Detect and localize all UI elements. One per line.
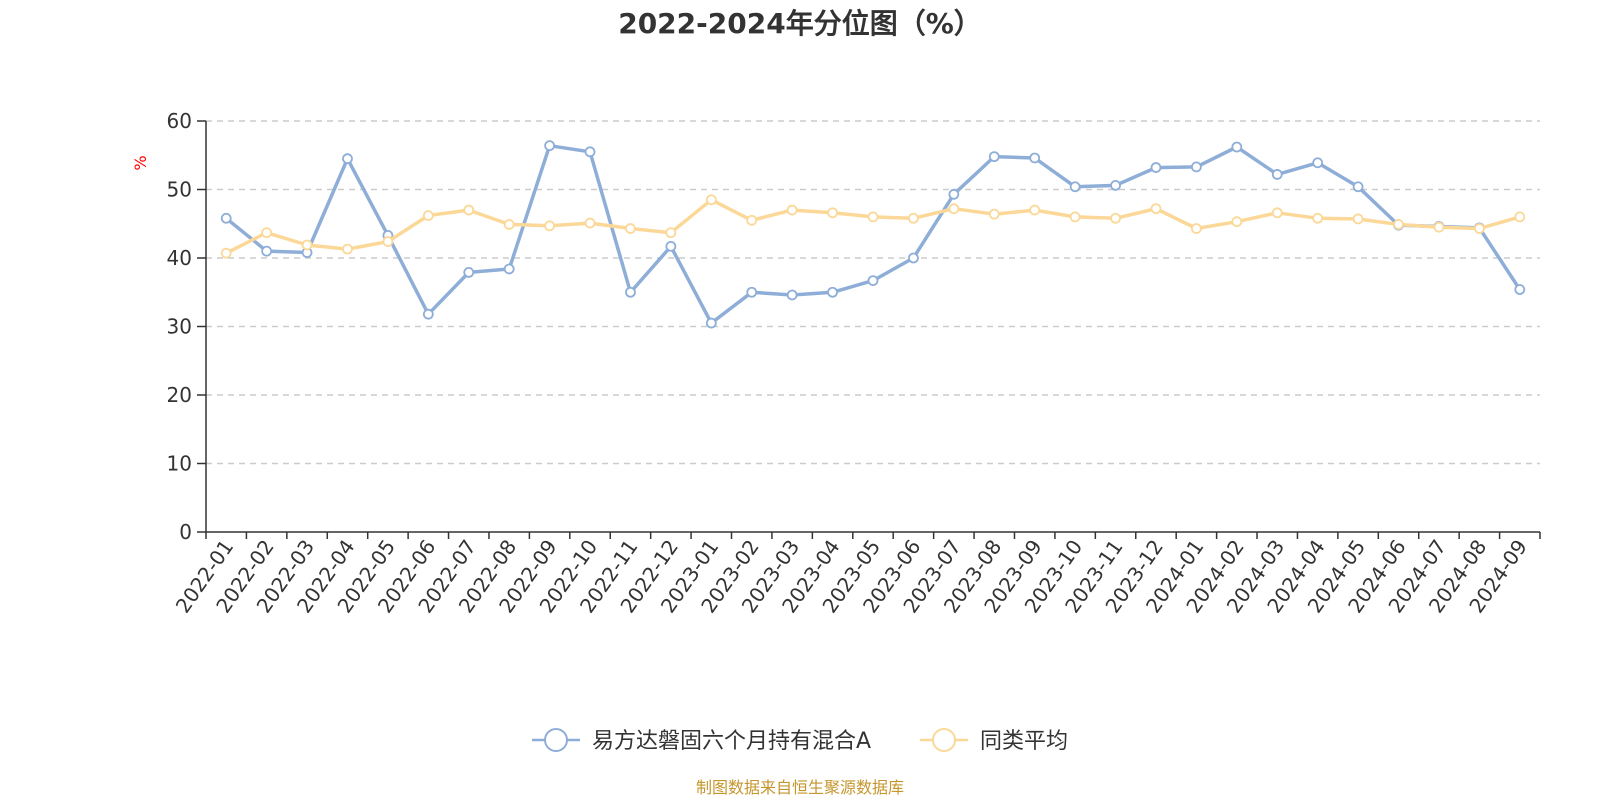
- data-point: [463, 266, 475, 278]
- data-point: [1150, 203, 1162, 215]
- data-point: [1069, 181, 1081, 193]
- data-point: [1110, 179, 1121, 191]
- y-tick-label: 10: [167, 452, 192, 476]
- data-point: [220, 212, 232, 224]
- data-point: [665, 227, 677, 239]
- data-point: [1352, 213, 1364, 225]
- chart-title: 2022-2024年分位图（%）: [618, 7, 982, 40]
- data-point: [544, 140, 556, 152]
- legend-marker-1: [932, 728, 956, 752]
- data-point: [867, 275, 879, 287]
- data-point: [1110, 212, 1121, 224]
- data-point: [1514, 211, 1526, 223]
- legend-label-0: 易方达磐固六个月持有混合A: [592, 729, 871, 754]
- data-point: [261, 245, 273, 257]
- data-point: [503, 219, 515, 230]
- data-point: [463, 204, 475, 216]
- data-point: [1029, 152, 1041, 164]
- legend-marker-0: [544, 728, 568, 752]
- data-point: [948, 188, 960, 200]
- y-tick-label: 20: [167, 383, 192, 407]
- data-point: [261, 227, 273, 239]
- data-point: [1393, 219, 1404, 230]
- legend: 易方达磐固六个月持有混合A 同类平均: [532, 728, 1068, 754]
- data-point: [544, 220, 556, 232]
- data-point: [827, 207, 838, 219]
- data-point: [1029, 204, 1041, 216]
- data-point: [1433, 221, 1445, 233]
- data-point: [1271, 169, 1283, 180]
- data-point: [342, 243, 353, 255]
- data-point: [342, 153, 353, 165]
- data-point: [867, 211, 879, 223]
- data-point: [1312, 157, 1324, 169]
- data-point: [827, 286, 838, 298]
- data-point: [948, 203, 960, 215]
- data-point: [705, 317, 717, 329]
- data-point: [786, 289, 798, 301]
- data-point: [705, 194, 717, 206]
- data-point: [625, 223, 636, 234]
- series-line-1: [225, 198, 1521, 255]
- data-point: [988, 208, 1000, 220]
- y-tick-label: 30: [167, 315, 192, 339]
- data-point: [1473, 223, 1485, 234]
- data-point: [301, 239, 313, 251]
- data-point: [1190, 161, 1202, 173]
- data-point: [1069, 211, 1081, 223]
- gridlines: [206, 120, 1540, 465]
- data-point: [625, 286, 636, 298]
- source-note: 制图数据来自恒生聚源数据库: [696, 778, 904, 797]
- y-axis-unit: %: [131, 155, 150, 170]
- data-point: [786, 204, 798, 216]
- data-point: [988, 151, 1000, 163]
- data-point: [584, 217, 596, 229]
- y-axis: 0 10 20 30 40 50 60: [167, 109, 207, 544]
- x-axis: 2022-012022-022022-032022-042022-052022-…: [171, 531, 1541, 617]
- data-point: [746, 214, 758, 226]
- data-point: [422, 210, 434, 221]
- y-tick-label: 60: [167, 109, 192, 133]
- data-point: [665, 240, 677, 252]
- data-point: [1271, 207, 1283, 219]
- data-point: [1514, 284, 1526, 295]
- series-lines: [220, 140, 1526, 329]
- data-point: [1352, 181, 1364, 193]
- data-point: [746, 286, 758, 298]
- data-point: [908, 252, 919, 264]
- data-point: [1190, 223, 1202, 234]
- data-point: [1312, 212, 1324, 224]
- data-point: [503, 263, 515, 275]
- legend-label-1: 同类平均: [980, 729, 1068, 754]
- data-point: [1150, 162, 1162, 173]
- data-point: [382, 236, 394, 247]
- data-point: [584, 146, 596, 158]
- y-tick-label: 40: [167, 246, 192, 270]
- data-point: [1231, 141, 1243, 153]
- data-point: [908, 212, 919, 224]
- y-tick-label: 50: [167, 178, 192, 202]
- data-point: [1231, 216, 1243, 228]
- y-tick-label: 0: [179, 520, 192, 544]
- data-point: [220, 247, 232, 259]
- series-line-0: [225, 143, 1522, 325]
- data-point: [422, 308, 434, 320]
